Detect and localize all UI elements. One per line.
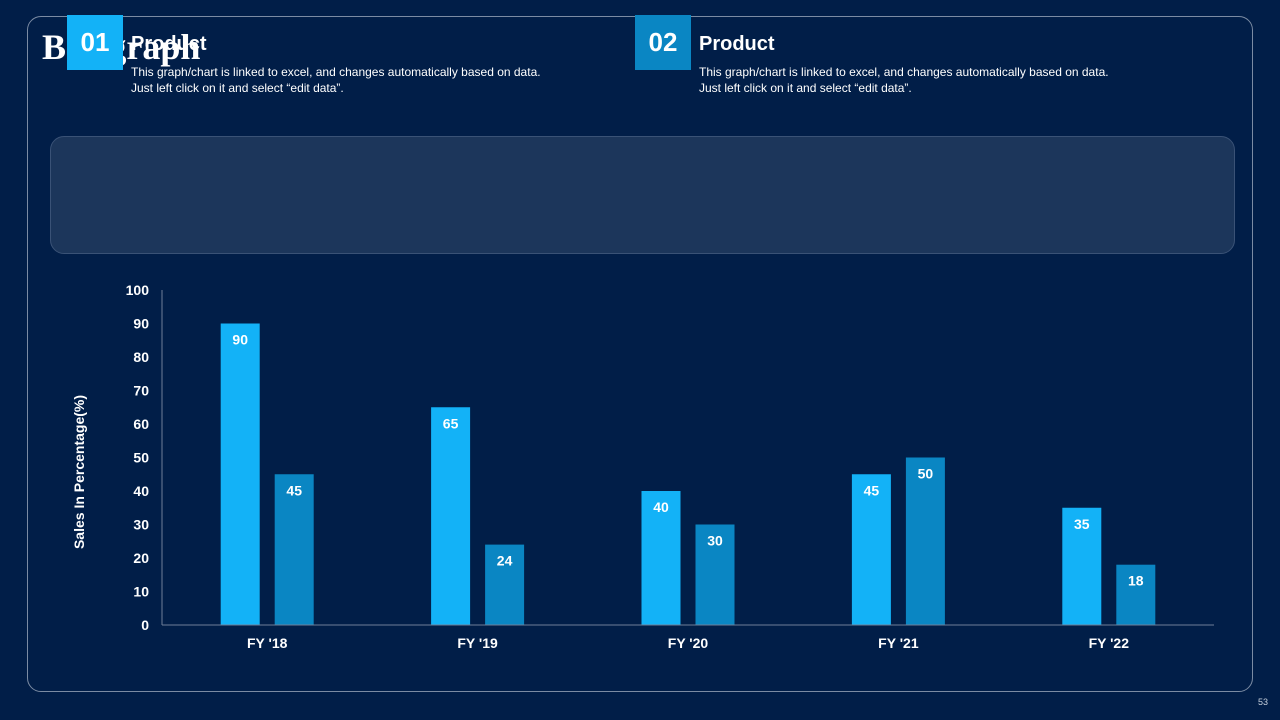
y-tick-label: 50 — [133, 450, 149, 466]
y-tick-label: 20 — [133, 550, 149, 566]
y-tick-label: 60 — [133, 416, 149, 432]
y-axis-label: Sales In Percentage(%) — [71, 395, 87, 549]
card-description: This graph/chart is linked to excel, and… — [699, 65, 1109, 95]
x-axis-ticks: FY '18 FY '19 FY '20 FY '21 FY '22 — [247, 635, 1129, 651]
bar-value-label: 24 — [497, 553, 513, 569]
bar — [485, 544, 525, 625]
bar — [220, 323, 260, 625]
y-tick-label: 70 — [133, 383, 149, 399]
bar-value-label: 90 — [232, 332, 248, 348]
bar-data-labels: 90 45 65 24 40 30 45 50 35 18 — [232, 332, 1143, 589]
y-tick-label: 0 — [141, 617, 149, 633]
bar — [851, 474, 891, 625]
bar — [905, 457, 945, 625]
page-number: 53 — [1257, 697, 1268, 707]
bar — [1116, 564, 1156, 625]
x-tick-label: FY '19 — [457, 635, 498, 651]
y-tick-label: 30 — [133, 517, 149, 533]
bar — [1062, 507, 1102, 625]
card-number-badge: 02 — [635, 15, 691, 70]
info-panel — [50, 136, 1235, 254]
card-description: This graph/chart is linked to excel, and… — [131, 65, 541, 95]
bar-value-label: 45 — [864, 482, 880, 498]
bar — [274, 474, 314, 625]
bar — [641, 491, 681, 625]
y-tick-label: 90 — [133, 316, 149, 332]
bar — [431, 407, 471, 625]
bar-value-label: 65 — [443, 415, 459, 431]
card-heading: Product — [699, 33, 775, 55]
product-card-1: 01 Product This graph/chart is linked to… — [67, 15, 541, 105]
bar-value-label: 30 — [707, 533, 723, 549]
product-card-2: 02 Product This graph/chart is linked to… — [635, 15, 1109, 105]
x-tick-label: FY '21 — [878, 635, 919, 651]
bar-value-label: 18 — [1128, 573, 1144, 589]
bar-value-label: 35 — [1074, 516, 1090, 532]
x-tick-label: FY '22 — [1089, 635, 1130, 651]
bar-value-label: 40 — [653, 499, 669, 515]
x-tick-label: FY '18 — [247, 635, 288, 651]
y-tick-label: 80 — [133, 349, 149, 365]
y-axis-ticks: 0 10 20 30 40 50 60 70 80 90 100 — [126, 282, 150, 633]
bars — [220, 323, 1156, 625]
y-tick-label: 40 — [133, 483, 149, 499]
card-heading: Product — [131, 33, 207, 55]
bar — [695, 524, 735, 625]
x-tick-label: FY '20 — [668, 635, 709, 651]
bar-value-label: 50 — [918, 466, 934, 482]
bar-value-label: 45 — [286, 482, 302, 498]
y-tick-label: 100 — [126, 282, 150, 298]
y-tick-label: 10 — [133, 584, 149, 600]
card-number-badge: 01 — [67, 15, 123, 70]
